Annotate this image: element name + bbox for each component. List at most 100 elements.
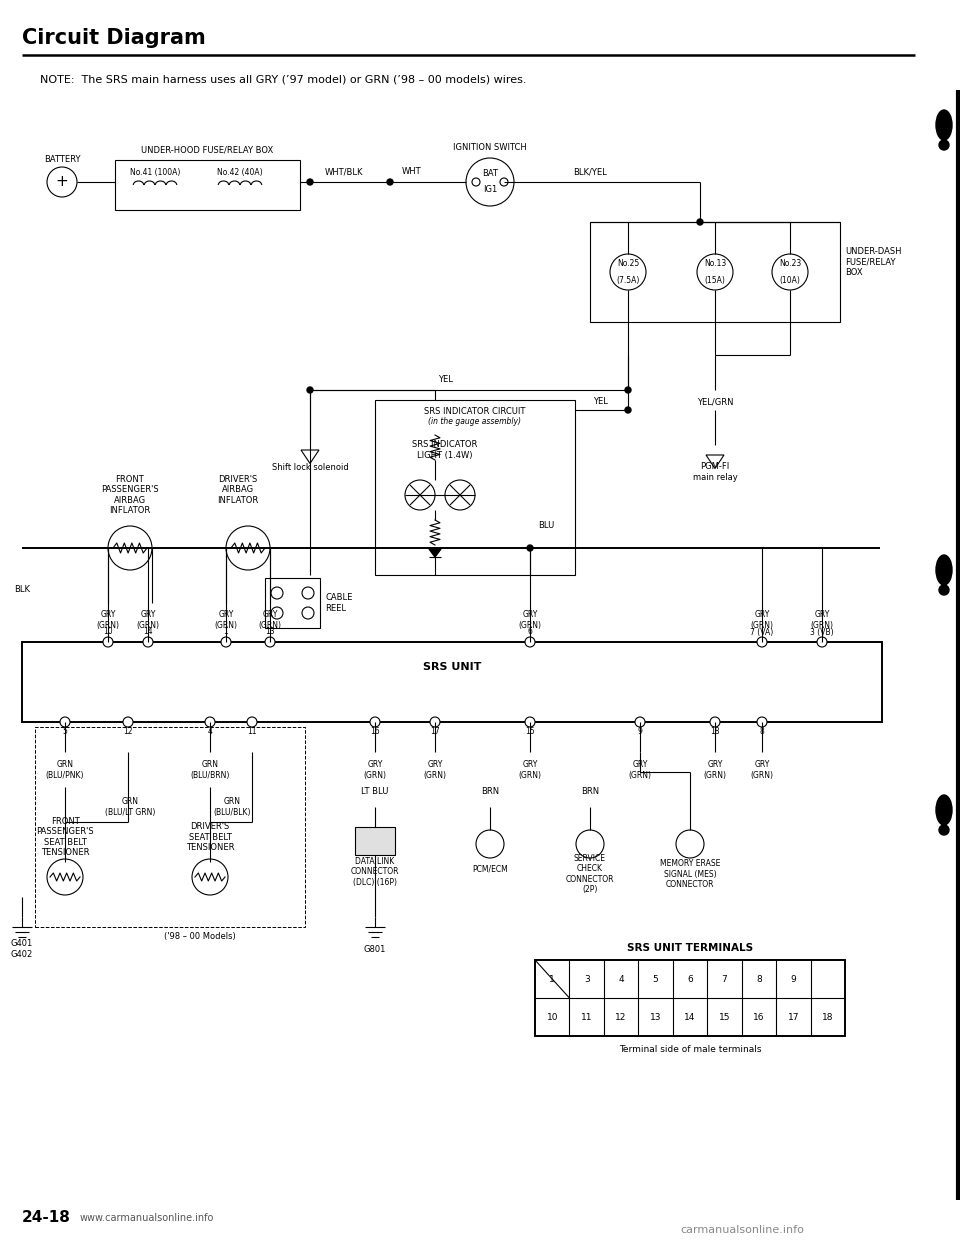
Text: GRN
(BLU/BRN): GRN (BLU/BRN) [190, 760, 229, 780]
Text: GRY
(GRN): GRY (GRN) [518, 610, 541, 630]
Circle shape [143, 637, 153, 647]
Text: GRY
(GRN): GRY (GRN) [704, 760, 727, 780]
Text: 17: 17 [787, 1012, 799, 1021]
Text: 7: 7 [722, 975, 728, 984]
Bar [375, 400, 575, 575]
Text: SRS UNIT: SRS UNIT [422, 662, 481, 672]
Text: 18: 18 [822, 1012, 833, 1021]
Text: 3: 3 [584, 975, 589, 984]
Text: 1: 1 [224, 627, 228, 636]
Circle shape [697, 219, 703, 225]
Bar [115, 160, 300, 210]
Text: 16: 16 [371, 728, 380, 737]
Text: (in the gauge assembly): (in the gauge assembly) [428, 417, 521, 426]
Text: 15: 15 [719, 1012, 731, 1021]
Circle shape [103, 637, 113, 647]
Text: BLU: BLU [538, 520, 554, 529]
Text: BRN: BRN [581, 787, 599, 796]
Text: 8: 8 [756, 975, 762, 984]
Circle shape [635, 717, 645, 727]
Circle shape [307, 388, 313, 392]
Text: FRONT
PASSENGER'S
AIRBAG
INFLATOR: FRONT PASSENGER'S AIRBAG INFLATOR [101, 474, 158, 515]
Text: 10: 10 [103, 627, 113, 636]
Bar [265, 578, 320, 628]
Text: 16: 16 [754, 1012, 764, 1021]
Text: GRY
(GRN): GRY (GRN) [364, 760, 387, 780]
Circle shape [247, 717, 257, 727]
Text: 6: 6 [528, 627, 533, 636]
Text: 8: 8 [759, 728, 764, 737]
Text: ('98 – 00 Models): ('98 – 00 Models) [164, 933, 236, 941]
Ellipse shape [936, 555, 952, 585]
Text: Shift lock solenoid: Shift lock solenoid [272, 462, 348, 472]
Circle shape [939, 825, 949, 835]
Text: 11: 11 [581, 1012, 592, 1021]
Text: GRY
(GRN): GRY (GRN) [518, 760, 541, 780]
Text: No.25: No.25 [617, 260, 639, 268]
Text: WHT/BLK: WHT/BLK [325, 168, 364, 176]
Text: GRY
(GRN): GRY (GRN) [423, 760, 446, 780]
Text: IG1: IG1 [483, 185, 497, 195]
Text: 5: 5 [653, 975, 659, 984]
Circle shape [757, 717, 767, 727]
Text: 12: 12 [123, 728, 132, 737]
Text: UNDER-DASH
FUSE/RELAY
BOX: UNDER-DASH FUSE/RELAY BOX [845, 247, 901, 277]
Text: BLK/YEL: BLK/YEL [573, 168, 607, 176]
Text: CABLE
REEL: CABLE REEL [325, 594, 352, 612]
Text: 9: 9 [637, 728, 642, 737]
Ellipse shape [936, 795, 952, 825]
Text: 14: 14 [143, 627, 153, 636]
Circle shape [710, 717, 720, 727]
Text: 12: 12 [615, 1012, 627, 1021]
Text: 24-18: 24-18 [22, 1211, 71, 1226]
Circle shape [625, 407, 631, 414]
Circle shape [123, 717, 133, 727]
Text: 18: 18 [710, 728, 720, 737]
Text: No.23: No.23 [779, 260, 802, 268]
Text: 6: 6 [687, 975, 693, 984]
Bar [355, 827, 395, 854]
Text: +: + [56, 174, 68, 190]
Polygon shape [429, 549, 441, 556]
Text: 1: 1 [549, 975, 555, 984]
Text: 3 (VB): 3 (VB) [810, 627, 834, 636]
Text: SRS INDICATOR CIRCUIT: SRS INDICATOR CIRCUIT [424, 407, 526, 416]
Text: MEMORY ERASE
SIGNAL (MES)
CONNECTOR: MEMORY ERASE SIGNAL (MES) CONNECTOR [660, 859, 720, 889]
Text: G401
G402: G401 G402 [11, 939, 34, 959]
Text: Terminal side of male terminals: Terminal side of male terminals [619, 1046, 761, 1054]
Circle shape [625, 388, 631, 392]
Text: SRS INDICATOR
LIGHT (1.4W): SRS INDICATOR LIGHT (1.4W) [412, 441, 478, 460]
Text: GRN
(BLU/BLK): GRN (BLU/BLK) [213, 797, 251, 817]
Text: GRY
(GRN): GRY (GRN) [751, 610, 774, 630]
Text: 4: 4 [618, 975, 624, 984]
Text: 5: 5 [62, 728, 67, 737]
Text: No.13: No.13 [704, 260, 726, 268]
Circle shape [527, 545, 533, 551]
Bar [535, 960, 845, 1036]
Text: No.41 (100A): No.41 (100A) [130, 168, 180, 176]
Text: GRY
(GRN): GRY (GRN) [751, 760, 774, 780]
Text: YEL: YEL [438, 375, 452, 385]
Text: FRONT
PASSENGER'S
SEAT BELT
TENSIONER: FRONT PASSENGER'S SEAT BELT TENSIONER [36, 817, 94, 857]
Text: 10: 10 [546, 1012, 558, 1021]
Text: PCM/ECM: PCM/ECM [472, 864, 508, 873]
Text: 7 (VA): 7 (VA) [751, 627, 774, 636]
Text: WHT: WHT [402, 168, 421, 176]
Text: SRS UNIT TERMINALS: SRS UNIT TERMINALS [627, 943, 753, 953]
Circle shape [387, 179, 393, 185]
Circle shape [757, 637, 767, 647]
Text: GRY
(GRN): GRY (GRN) [97, 610, 119, 630]
Text: 11: 11 [248, 728, 256, 737]
Bar [590, 222, 840, 322]
Text: www.carmanualsonline.info: www.carmanualsonline.info [80, 1213, 214, 1223]
Text: 13: 13 [650, 1012, 661, 1021]
Text: SERVICE
CHECK
CONNECTOR
(2P): SERVICE CHECK CONNECTOR (2P) [565, 854, 614, 894]
Text: 9: 9 [790, 975, 796, 984]
Text: GRY
(GRN): GRY (GRN) [136, 610, 159, 630]
Text: (15A): (15A) [705, 276, 726, 284]
Text: NOTE:  The SRS main harness uses all GRY (’97 model) or GRN (’98 – 00 models) wi: NOTE: The SRS main harness uses all GRY … [40, 75, 526, 84]
Circle shape [307, 179, 313, 185]
Text: GRN
(BLU/LT GRN): GRN (BLU/LT GRN) [105, 797, 156, 817]
Text: 15: 15 [525, 728, 535, 737]
Text: DRIVER'S
SEAT BELT
TENSIONER: DRIVER'S SEAT BELT TENSIONER [185, 822, 234, 852]
